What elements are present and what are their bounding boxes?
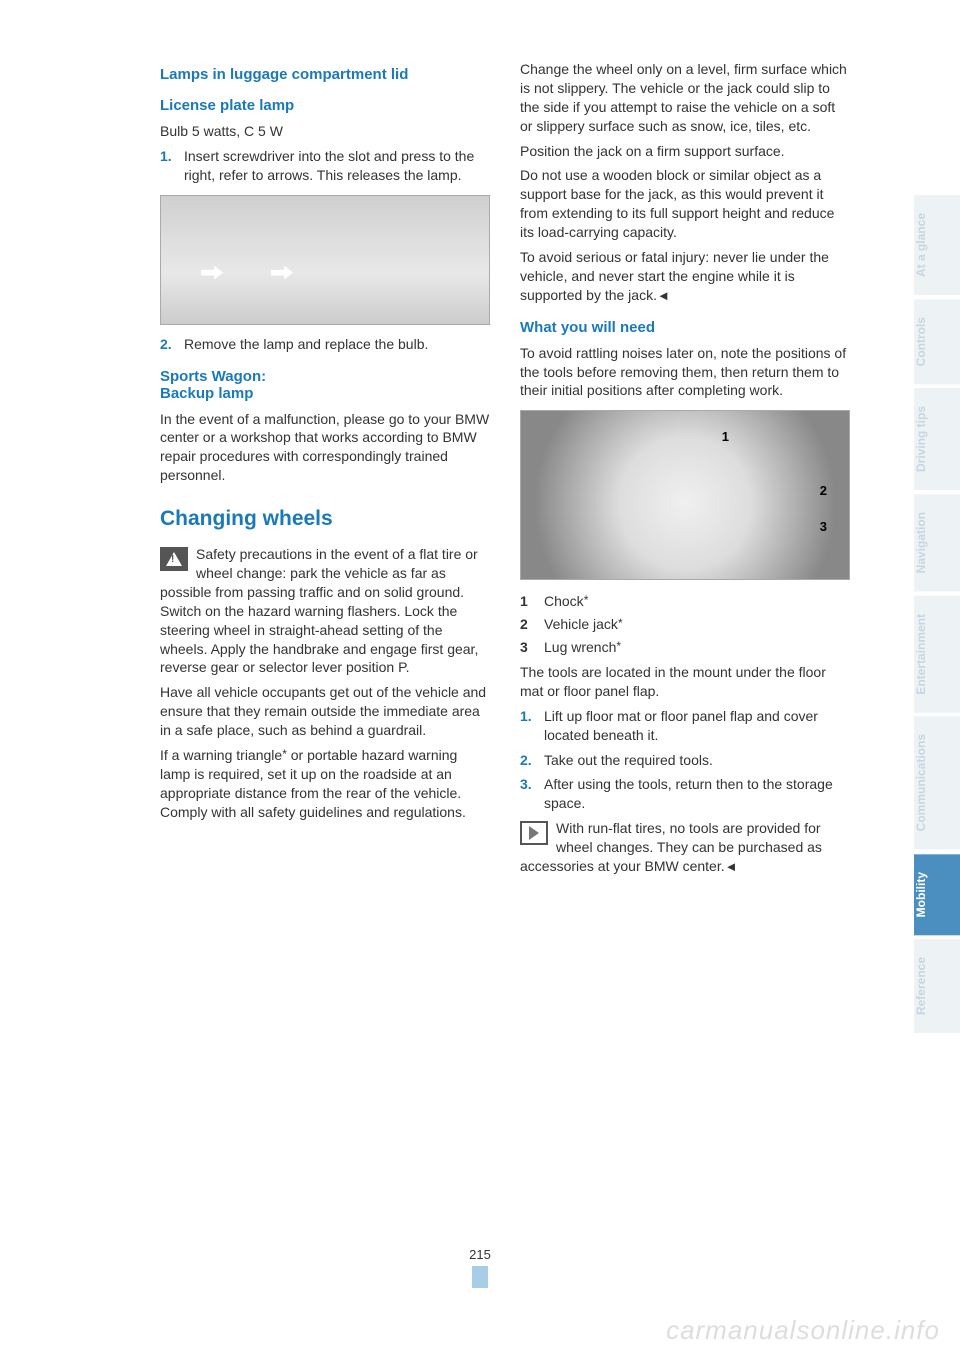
end-marker-icon: ◄: [725, 859, 738, 874]
step-text: Insert screwdriver into the slot and pre…: [184, 147, 490, 185]
warning-paragraph-3: If a warning triangle* or portable hazar…: [160, 746, 490, 822]
list-item: 2. Take out the required tools.: [520, 751, 850, 770]
tab-controls[interactable]: Controls: [914, 299, 960, 384]
tab-at-a-glance[interactable]: At a glance: [914, 195, 960, 295]
step-text: Remove the lamp and replace the bulb.: [184, 335, 428, 354]
step-number: 2.: [160, 335, 184, 354]
arrow-icon: [271, 266, 293, 280]
step-number: 1.: [520, 707, 544, 745]
body-text: To avoid serious or fatal injury: never …: [520, 248, 850, 305]
heading-changing-wheels: Changing wheels: [160, 507, 490, 531]
legend-label: Chock: [544, 592, 584, 611]
page-number-block: 215: [0, 1247, 960, 1288]
legend-row: 2 Vehicle jack*: [520, 615, 850, 634]
list-item: 1. Lift up floor mat or floor panel flap…: [520, 707, 850, 745]
callout-1: 1: [722, 429, 729, 444]
callout-2: 2: [820, 483, 827, 498]
tab-driving-tips[interactable]: Driving tips: [914, 388, 960, 490]
legend-number: 2: [520, 615, 544, 634]
callout-3: 3: [820, 519, 827, 534]
step-text: Lift up floor mat or floor panel flap an…: [544, 707, 850, 745]
footnote-star: *: [618, 615, 623, 634]
legend-number: 1: [520, 592, 544, 611]
tab-communications[interactable]: Communications: [914, 716, 960, 849]
tab-mobility[interactable]: Mobility: [914, 854, 960, 935]
body-text: Do not use a wooden block or similar obj…: [520, 166, 850, 242]
heading-lamps-lid: Lamps in luggage compartment lid: [160, 66, 490, 83]
step-text: After using the tools, return then to th…: [544, 775, 850, 813]
watermark: carmanualsonline.info: [666, 1315, 940, 1346]
license-steps-2: 2. Remove the lamp and replace the bulb.: [160, 335, 490, 354]
legend-label: Lug wrench: [544, 638, 616, 657]
warning-text: Safety precautions in the event of a fla…: [160, 546, 478, 675]
page-number: 215: [469, 1247, 491, 1262]
legend-row: 3 Lug wrench*: [520, 638, 850, 657]
info-paragraph: With run-flat tires, no tools are provid…: [520, 819, 850, 876]
license-steps: 1. Insert screwdriver into the slot and …: [160, 147, 490, 185]
list-item: 3. After using the tools, return then to…: [520, 775, 850, 813]
heading-sports-wagon-2: Backup lamp: [160, 385, 490, 402]
figure-tools: 1 2 3: [520, 410, 850, 580]
step-number: 2.: [520, 751, 544, 770]
tab-entertainment[interactable]: Entertainment: [914, 596, 960, 713]
footnote-star: *: [584, 592, 589, 611]
page-content: Lamps in luggage compartment lid License…: [0, 0, 960, 922]
warning-icon: [160, 547, 188, 571]
end-marker-icon: ◄: [657, 288, 670, 303]
step-number: 1.: [160, 147, 184, 185]
figure-license-lamp: [160, 195, 490, 325]
legend-row: 1 Chock*: [520, 592, 850, 611]
heading-license-plate: License plate lamp: [160, 97, 490, 114]
warning-paragraph-2: Have all vehicle occupants get out of th…: [160, 683, 490, 740]
left-column: Lamps in luggage compartment lid License…: [160, 60, 490, 882]
section-tabs: At a glance Controls Driving tips Naviga…: [914, 195, 960, 1037]
heading-what-you-need: What you will need: [520, 319, 850, 336]
warning-paragraph: Safety precautions in the event of a fla…: [160, 545, 490, 677]
step-number: 3.: [520, 775, 544, 813]
body-text: Change the wheel only on a level, firm s…: [520, 60, 850, 136]
legend-label: Vehicle jack: [544, 615, 618, 634]
tools-steps: 1. Lift up floor mat or floor panel flap…: [520, 707, 850, 813]
info-icon: [520, 821, 548, 845]
footnote-star: *: [616, 638, 621, 657]
sports-wagon-body: In the event of a malfunction, please go…: [160, 410, 490, 486]
list-item: 2. Remove the lamp and replace the bulb.: [160, 335, 490, 354]
bulb-spec: Bulb 5 watts, C 5 W: [160, 122, 490, 141]
legend-number: 3: [520, 638, 544, 657]
right-column: Change the wheel only on a level, firm s…: [520, 60, 850, 882]
tab-navigation[interactable]: Navigation: [914, 494, 960, 591]
body-text: Position the jack on a firm support surf…: [520, 142, 850, 161]
tab-reference[interactable]: Reference: [914, 939, 960, 1033]
page-number-bar: [472, 1266, 488, 1288]
need-body: To avoid rattling noises later on, note …: [520, 344, 850, 401]
info-text: With run-flat tires, no tools are provid…: [520, 820, 822, 874]
heading-sports-wagon-1: Sports Wagon:: [160, 368, 490, 385]
list-item: 1. Insert screwdriver into the slot and …: [160, 147, 490, 185]
tools-location: The tools are located in the mount under…: [520, 663, 850, 701]
arrow-icon: [201, 266, 223, 280]
step-text: Take out the required tools.: [544, 751, 713, 770]
